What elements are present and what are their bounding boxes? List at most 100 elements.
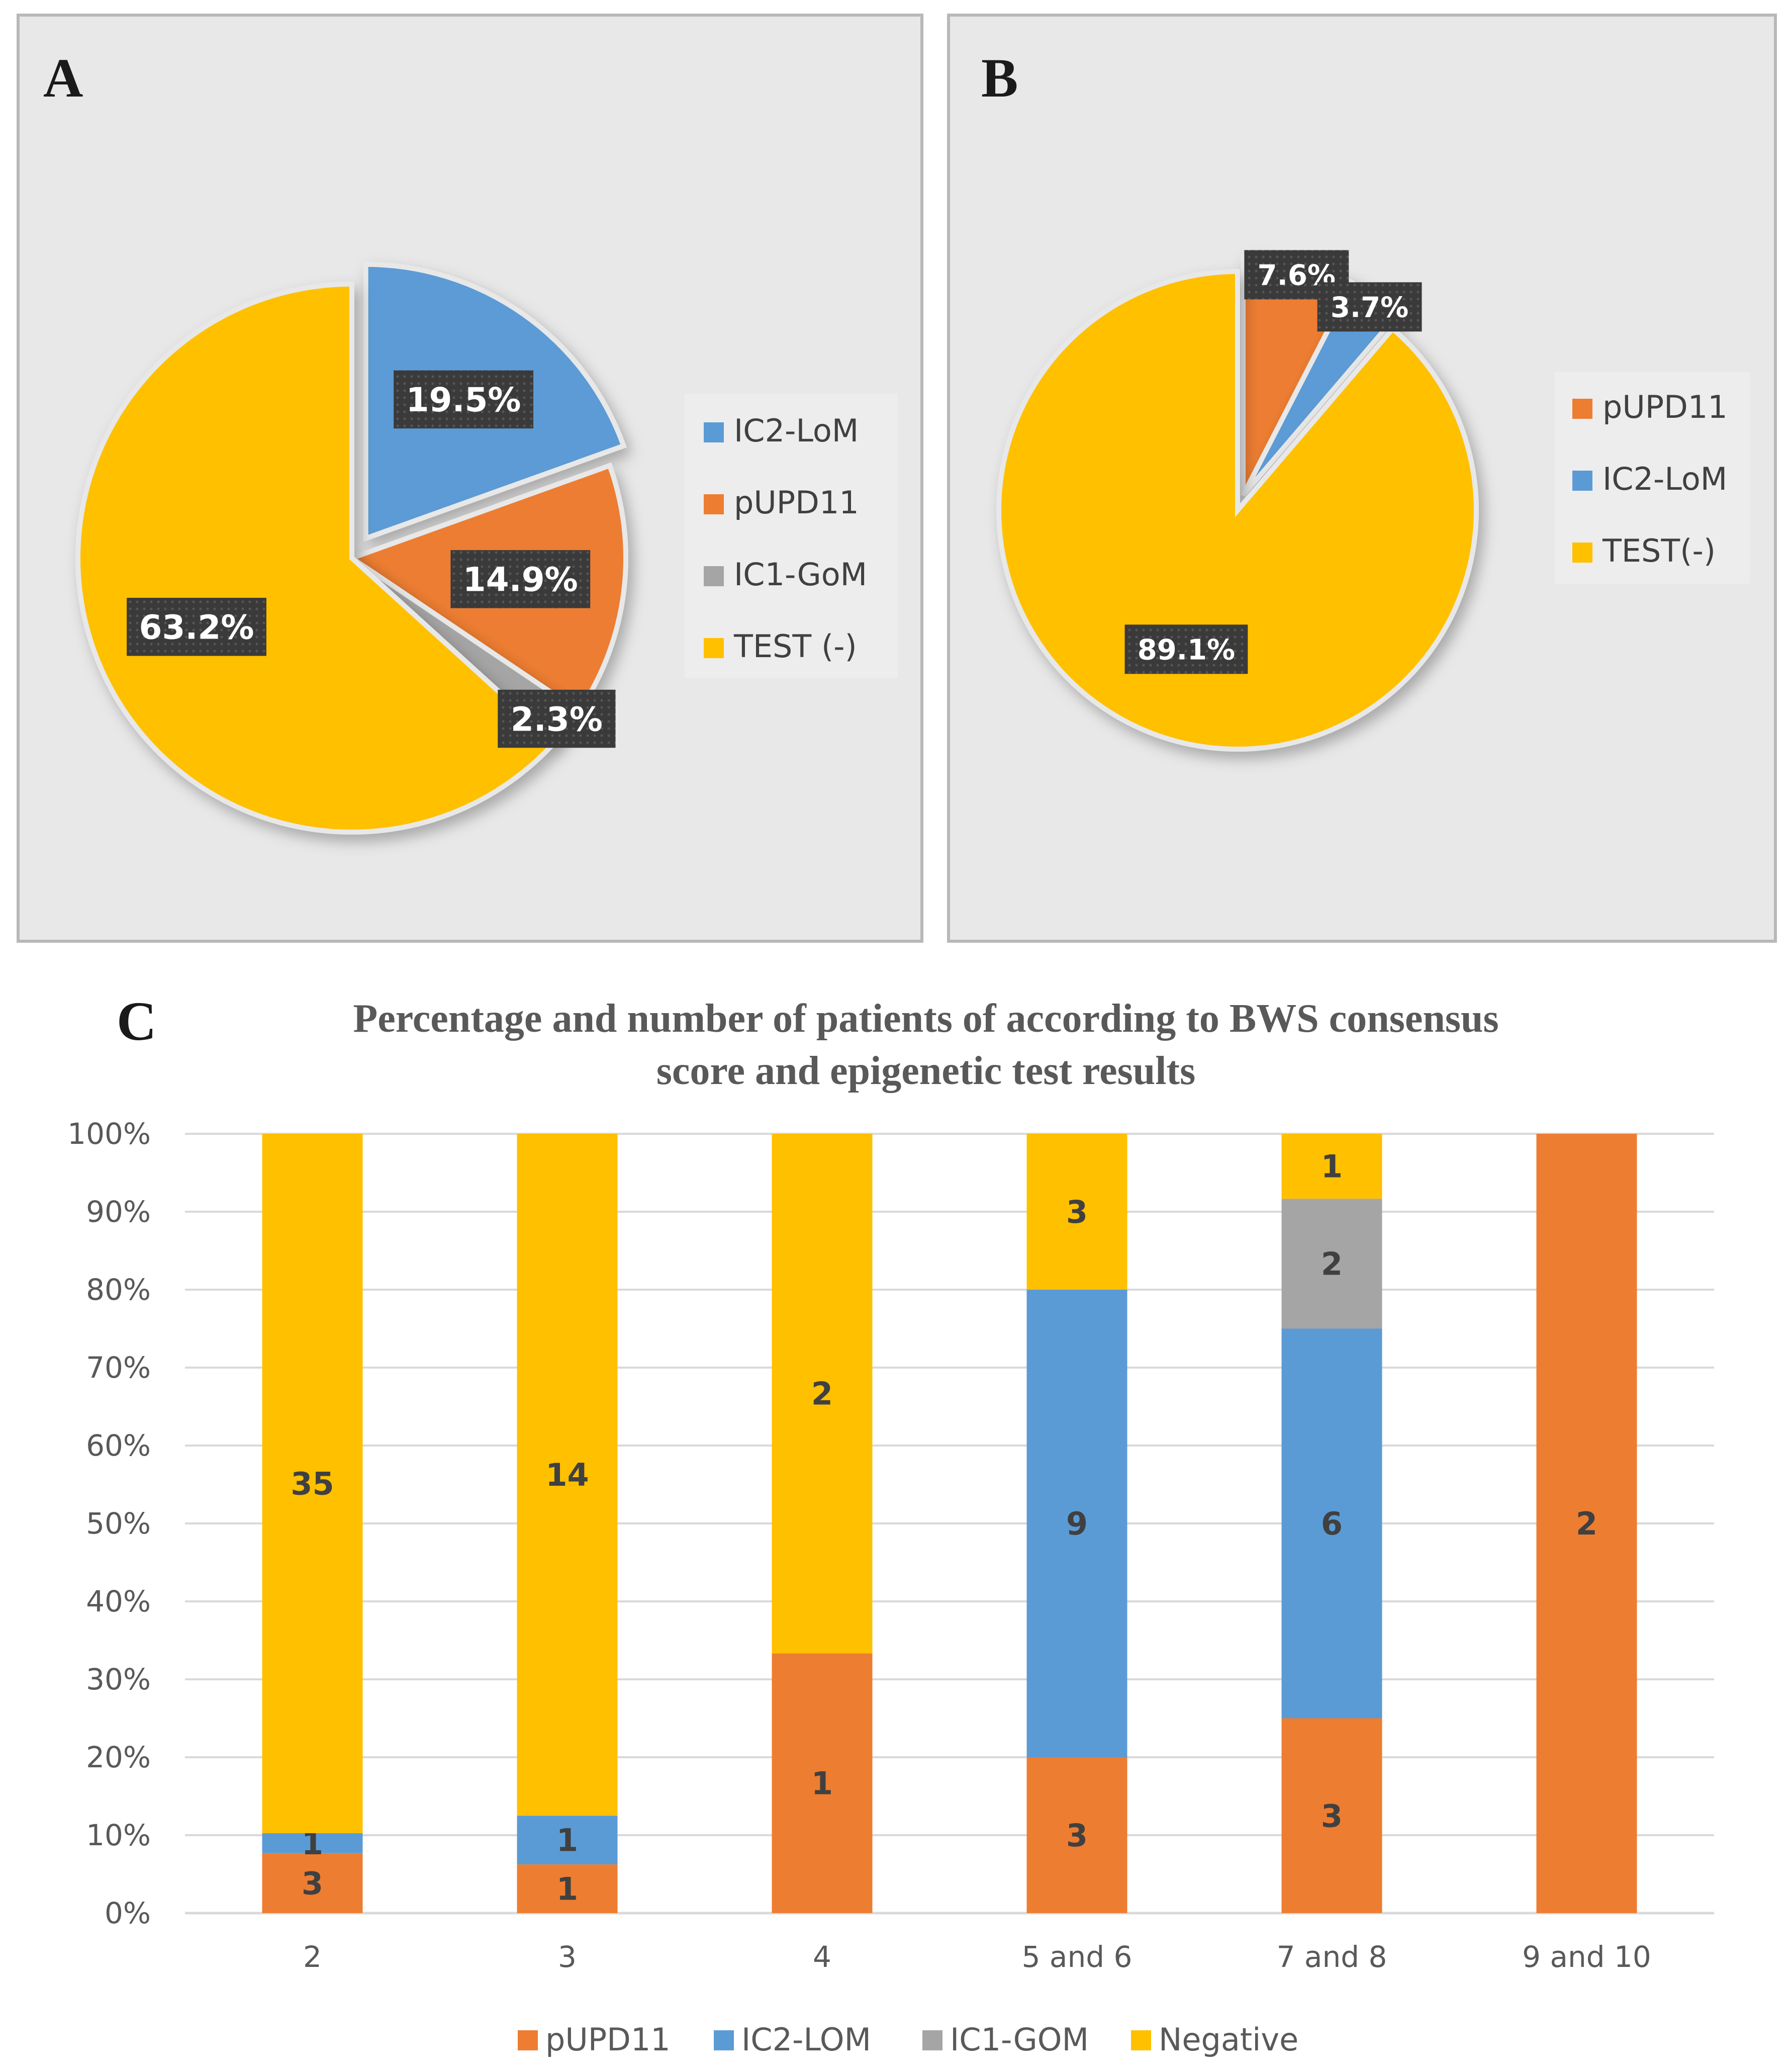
bar-group-5-and-6: 3 9 3 [1026, 1134, 1127, 1913]
y-tick-label: 50% [86, 1506, 151, 1541]
legend-swatch [1572, 543, 1592, 563]
legend-item-pupd11: pUPD11 [704, 484, 859, 521]
pie-label-ic2-lom: 3.7% [1317, 282, 1422, 332]
y-tick-label: 80% [86, 1273, 151, 1307]
bar-segment-ic2-lom [1026, 1290, 1127, 1757]
data-label-pupd11: 3 [1066, 1817, 1088, 1854]
legend-label: Negative [1159, 2021, 1298, 2058]
bar-segment-ic2-lom [1281, 1328, 1382, 1719]
pie-label-test: 63.2% [127, 598, 266, 656]
legend-swatch [704, 566, 724, 586]
panel-b-letter: B [981, 47, 1018, 109]
legend-label: IC2-LoM [1603, 461, 1727, 497]
pie-label-box [1317, 282, 1422, 332]
data-label-ic2-lom: 6 [1321, 1505, 1343, 1542]
data-label-negative: 35 [291, 1466, 334, 1502]
pie-label-ic2-lom: 19.5% [394, 370, 533, 429]
x-tick-label: 9 and 10 [1522, 1940, 1651, 1974]
pie-chart-a: 19.5% 14.9% 2.3% 63.2% [75, 261, 629, 835]
legend-swatch [518, 2030, 538, 2050]
y-tick-label: 90% [86, 1195, 151, 1229]
y-tick-label: 0% [105, 1896, 151, 1930]
legend-label: TEST (-) [733, 628, 857, 665]
bar-group-7-and-8: 3 6 2 1 [1281, 1134, 1382, 1913]
y-tick-label: 20% [86, 1740, 151, 1774]
bar-segment-pupd11 [1536, 1134, 1637, 1913]
bar-segment-negative [772, 1134, 873, 1654]
gridlines [185, 1133, 1714, 1915]
bar-segment-pupd11 [1281, 1718, 1382, 1913]
legend-item-test: TEST(-) [1572, 532, 1716, 569]
legend-b-items: pUPD11 IC2-LoM TEST(-) [1572, 389, 1728, 569]
legend-item-ic1-gom: IC1-GOM [922, 2021, 1089, 2058]
data-label-ic1-gom: 2 [1321, 1245, 1343, 1282]
legend-item-ic2-lom: IC2-LoM [1572, 461, 1727, 497]
pie-label-ic1-gom: 2.3% [498, 689, 616, 748]
y-tick-label: 70% [86, 1350, 151, 1385]
legend-item-test: TEST (-) [704, 628, 857, 665]
pie-label-box [1124, 624, 1248, 674]
y-tick-label: 30% [86, 1662, 151, 1696]
data-label-negative: 2 [811, 1376, 833, 1412]
bar-segment-ic2-lom [262, 1833, 363, 1853]
y-tick-label: 40% [86, 1584, 151, 1618]
pie-slice-test [75, 281, 558, 835]
data-label-negative: 3 [1066, 1194, 1088, 1230]
bar-group-4: 12 [772, 1134, 873, 1913]
data-label-pupd11: 2 [1576, 1505, 1597, 1542]
legend-swatch [704, 638, 724, 658]
data-label-pupd11: 3 [302, 1865, 323, 1902]
y-tick-label: 100% [67, 1117, 151, 1151]
pie-slice-test [996, 269, 1479, 752]
bar-segment-pupd11 [517, 1864, 618, 1913]
legend-swatch [704, 422, 724, 442]
pie-label-text: 89.1% [1138, 634, 1235, 666]
pie-label-text: 3.7% [1331, 292, 1408, 324]
bar-segment-negative [262, 1134, 363, 1834]
data-label-pupd11: 3 [1321, 1797, 1343, 1834]
x-tick-label: 3 [558, 1940, 577, 1974]
legend-swatch [922, 2030, 942, 2050]
x-axis-ticks: 2 3 4 5 and 6 7 and 8 9 and 10 [303, 1940, 1651, 1974]
data-label-ic2-lom: 1 [556, 1822, 578, 1859]
bar-segment-negative [1281, 1134, 1382, 1199]
panel-a-letter: A [43, 47, 83, 109]
pie-label-box [450, 550, 591, 608]
data-label-pupd11: 1 [811, 1765, 833, 1802]
bar-segment-pupd11 [1026, 1757, 1127, 1913]
bar-segment-ic2-lom [517, 1816, 618, 1865]
bar-group-3: 1 1 14 [517, 1134, 618, 1913]
legend-swatch [704, 494, 724, 514]
legend-label: TEST(-) [1602, 532, 1716, 569]
data-label-negative: 1 [1321, 1148, 1343, 1185]
legend-a-items: IC2-LoM pUPD11 IC1-GoM TEST (-) [704, 412, 867, 665]
pie-label-text: 19.5% [406, 381, 521, 419]
legend-item-pupd11: pUPD11 [518, 2021, 671, 2058]
bar-group-9-and-10: 2 [1536, 1134, 1637, 1913]
legend-c: pUPD11 IC2-LOM IC1-GOM Negative [518, 2021, 1298, 2058]
pie-label-test: 89.1% [1124, 624, 1248, 674]
legend-label: pUPD11 [1603, 389, 1728, 425]
x-tick-label: 4 [813, 1940, 831, 1974]
pie-chart-b: 7.6%3.7%89.1% [996, 250, 1479, 752]
legend-label: IC2-LOM [741, 2021, 871, 2058]
pie-label-box [498, 689, 616, 748]
y-axis-ticks: 0% 10% 20% 30% 40% 50% 60% 70% 80% 90% 100% [67, 1117, 151, 1930]
bar-segment-pupd11 [772, 1653, 873, 1913]
bar-segment-negative [517, 1134, 618, 1816]
pie-label-text: 14.9% [463, 561, 578, 599]
y-tick-label: 60% [86, 1428, 151, 1463]
y-tick-label: 10% [86, 1818, 151, 1852]
legend-label: IC1-GoM [734, 556, 867, 593]
panel-a: A 19.5% 14.9% 2.3% 63.2% IC2-LoM pUPD11 IC1-G… [17, 14, 923, 943]
bar-segment-ic1-gom [1281, 1199, 1382, 1329]
chart-title-line-2: score and epigenetic test results [656, 1049, 1195, 1093]
data-label-negative: 14 [545, 1457, 589, 1493]
data-label-ic2-lom: 9 [1066, 1505, 1088, 1542]
legend-swatch [1572, 471, 1592, 491]
x-tick-label: 7 and 8 [1277, 1940, 1387, 1974]
panel-c-letter: C [117, 990, 156, 1052]
